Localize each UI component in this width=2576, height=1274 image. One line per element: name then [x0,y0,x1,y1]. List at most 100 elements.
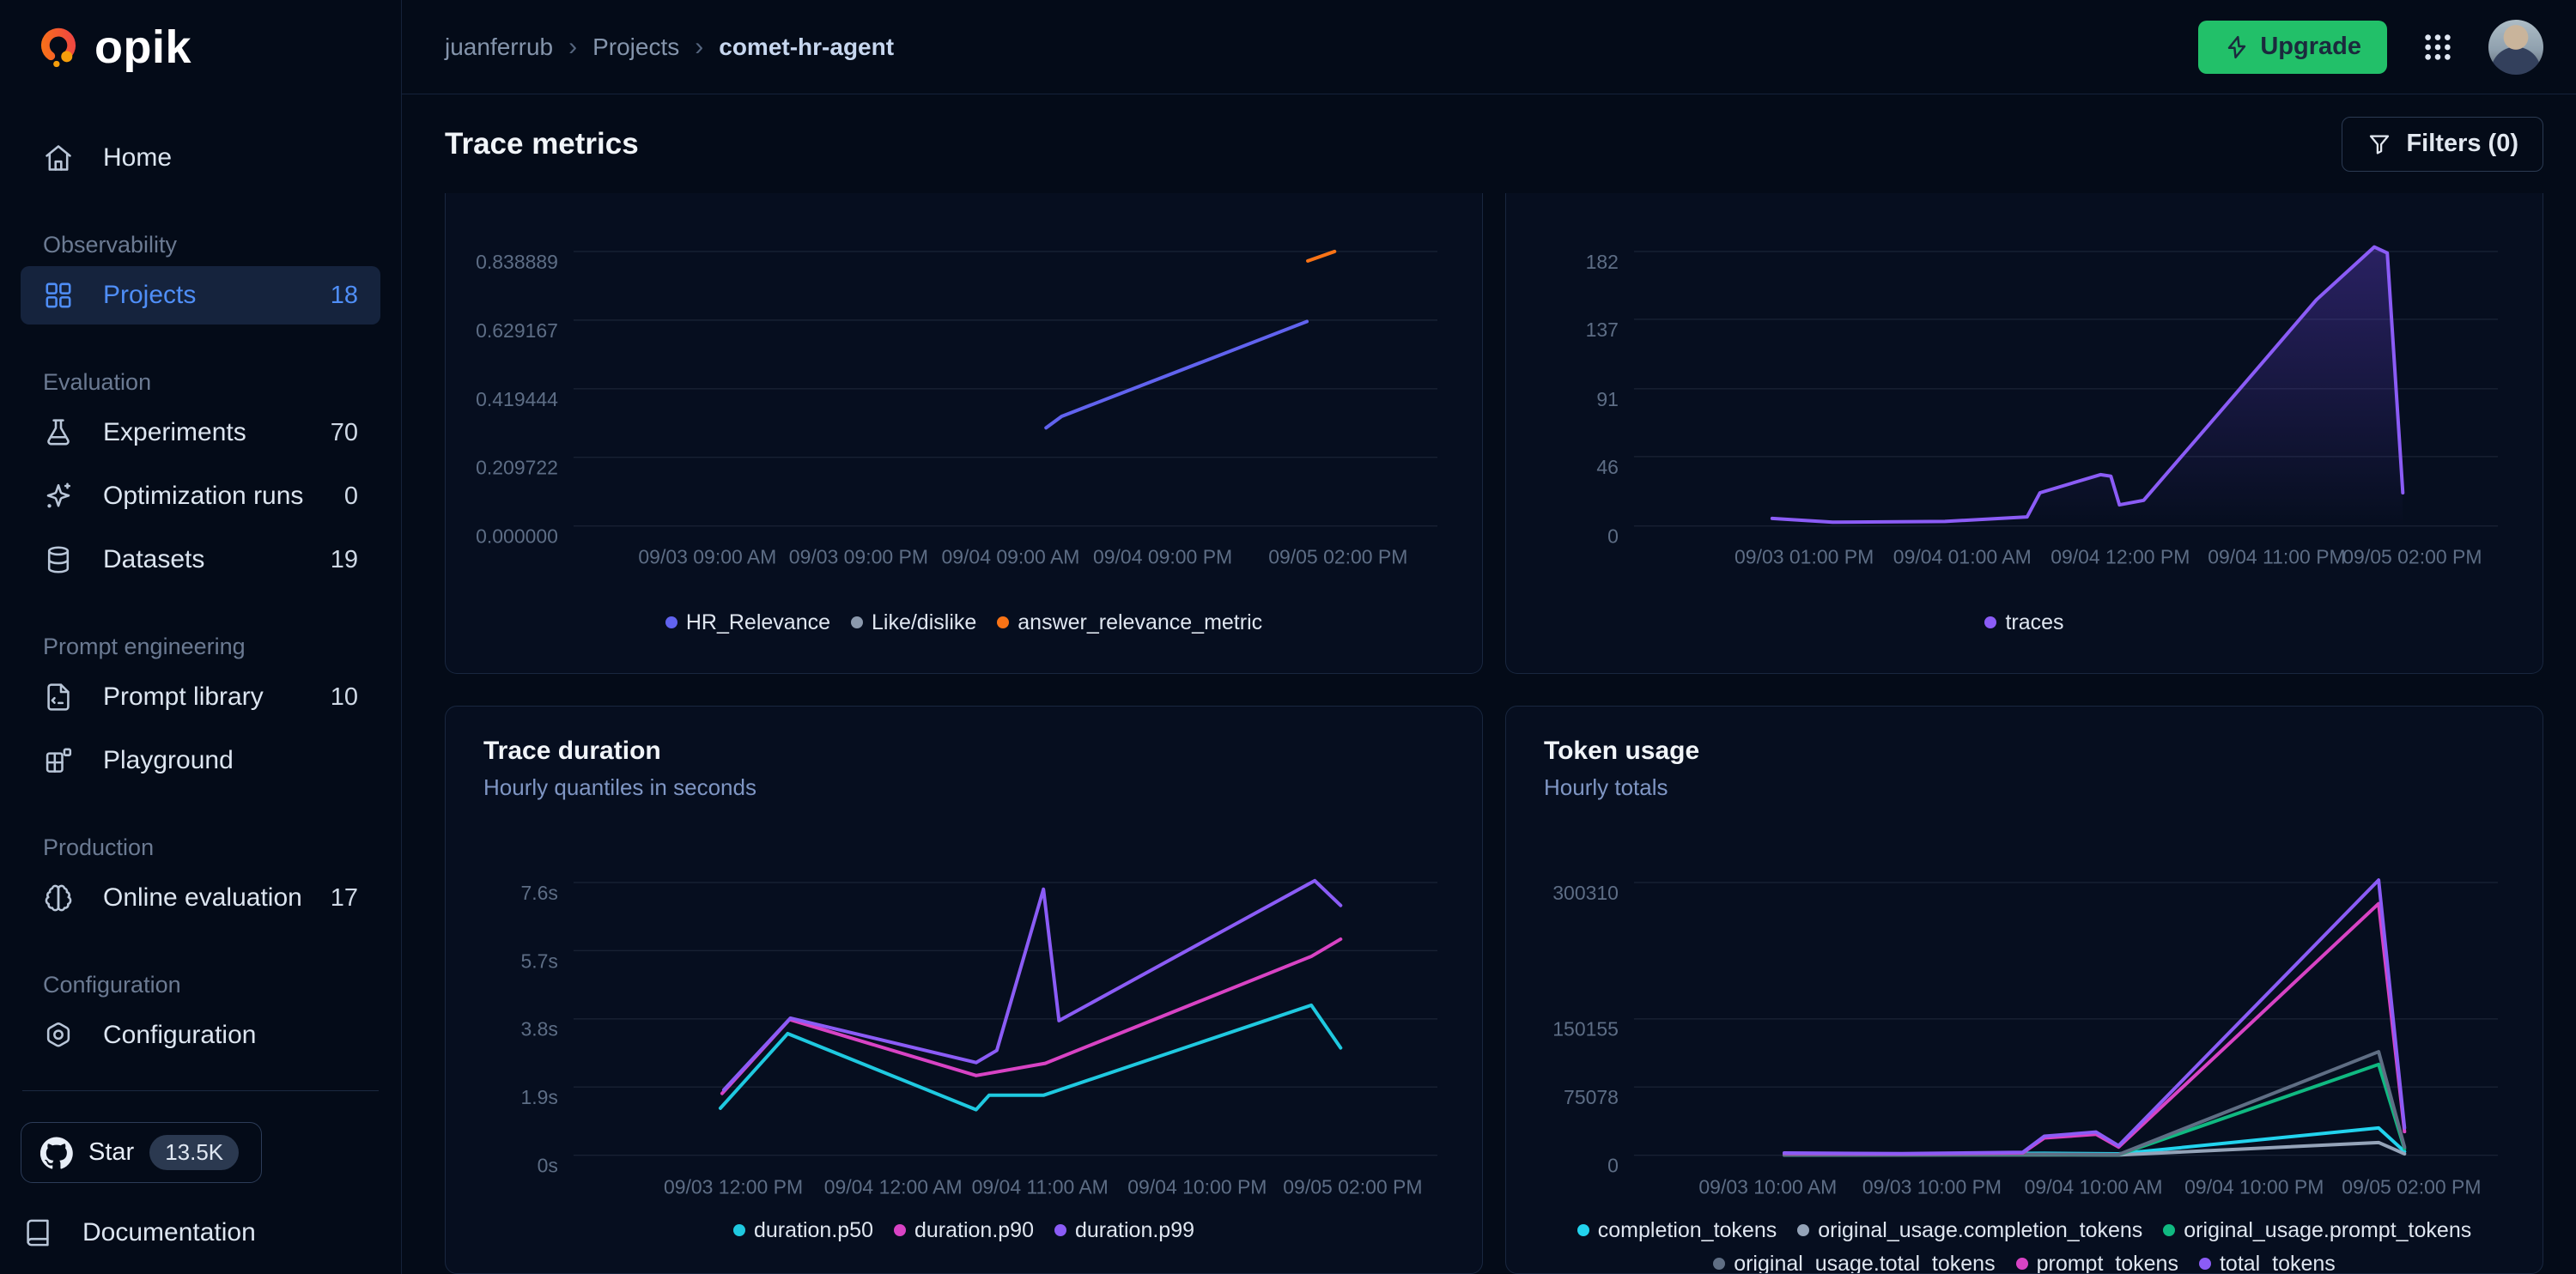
legend-dot-icon [851,616,863,629]
svg-text:09/04 10:00 PM: 09/04 10:00 PM [2184,1176,2324,1198]
breadcrumb-current-project: comet-hr-agent [719,33,895,60]
svg-text:0: 0 [1607,1155,1619,1177]
legend-label: duration.p90 [914,1217,1034,1242]
legend-dot-icon [1984,616,1997,629]
token-usage-chart-card: Token usage Hourly totals 300310 150155 7507… [1505,706,2543,1274]
sidebar-item-prompt-library[interactable]: Prompt library 10 [21,668,380,726]
sidebar-item-count: 0 [343,482,358,510]
svg-text:09/04 11:00 AM: 09/04 11:00 AM [972,1176,1109,1198]
svg-text:0s: 0s [538,1155,558,1177]
sidebar-item-label: Online evaluation [103,883,302,912]
sidebar-item-count: 70 [330,418,358,446]
legend-label: original_usage.total_tokens [1734,1251,1996,1274]
sidebar-item-experiments[interactable]: Experiments 70 [21,403,380,462]
upgrade-button[interactable]: Upgrade [2198,20,2387,74]
github-icon [40,1136,73,1169]
sidebar-item-label: Home [103,143,173,172]
svg-text:0.838889: 0.838889 [476,251,558,273]
sidebar-item-label: Prompt library [103,682,264,711]
svg-text:0: 0 [1607,525,1619,548]
legend-item[interactable]: duration.p50 [732,1217,873,1243]
svg-text:09/03 10:00 AM: 09/03 10:00 AM [1698,1176,1837,1198]
home-icon [43,143,74,173]
legend-item[interactable]: traces [1984,610,2064,635]
legend-item[interactable]: duration.p99 [1054,1218,1194,1243]
playground-icon [43,745,74,776]
chart-subtitle: Hourly totals [1544,774,1668,800]
legend-label: duration.p50 [753,1217,873,1242]
main-area: juanferrub › Projects › comet-hr-agent U… [402,0,2576,1274]
star-count-badge: 13.5K [149,1135,240,1170]
svg-text:09/05 02:00 PM: 09/05 02:00 PM [1283,1176,1422,1198]
legend-dot-icon [1797,1224,1810,1237]
sidebar-item-label: Projects [103,281,197,309]
legend-item[interactable]: HR_Relevance [665,610,830,635]
logo[interactable]: opik [0,0,401,94]
sidebar-item-home[interactable]: Home [21,129,380,187]
legend-item[interactable]: original_usage.prompt_tokens [2163,1218,2471,1243]
sidebar-item-count: 18 [330,281,358,309]
svg-text:137: 137 [1586,318,1619,341]
book-icon [22,1217,53,1248]
legend-label: HR_Relevance [685,610,830,634]
sidebar-item-optimization-runs[interactable]: Optimization runs 0 [21,467,380,525]
svg-text:09/04 12:00 PM: 09/04 12:00 PM [2050,546,2190,568]
filters-button[interactable]: Filters (0) [2342,116,2543,172]
user-avatar[interactable] [2488,19,2543,75]
svg-text:7.6s: 7.6s [521,882,558,904]
filters-label: Filters (0) [2406,130,2518,157]
sidebar-item-datasets[interactable]: Datasets 19 [21,531,380,589]
breadcrumb-projects[interactable]: Projects [592,33,680,60]
breadcrumb: juanferrub › Projects › comet-hr-agent [445,33,894,62]
topbar: juanferrub › Projects › comet-hr-agent U… [402,0,2576,94]
legend-dot-icon [1054,1224,1066,1237]
legend-label: original_usage.completion_tokens [1818,1217,2143,1242]
chart-subtitle: Hourly quantiles in seconds [483,774,756,800]
github-star-button[interactable]: Star 13.5K [21,1122,263,1183]
topbar-actions: Upgrade [2198,19,2543,75]
legend-item[interactable]: original_usage.completion_tokens [1797,1218,2142,1243]
legend-item[interactable]: Like/dislike [851,610,976,635]
svg-text:09/03 09:00 PM: 09/03 09:00 PM [789,546,928,568]
legend-item[interactable]: total_tokens [2198,1252,2336,1273]
legend-item[interactable]: duration.p90 [893,1217,1034,1243]
svg-text:0.419444: 0.419444 [476,388,558,410]
trace-duration-chart-card: Trace duration Hourly quantiles in second… [445,706,1483,1274]
svg-text:09/03 12:00 PM: 09/03 12:00 PM [664,1176,803,1198]
svg-text:09/05 02:00 PM: 09/05 02:00 PM [2342,546,2482,568]
svg-text:09/03 10:00 PM: 09/03 10:00 PM [1862,1176,2002,1198]
svg-text:46: 46 [1596,456,1619,478]
sidebar: opik Home Observability Projects 18 Evaluati… [0,0,402,1274]
legend-label: completion_tokens [1597,1217,1777,1242]
breadcrumb-workspace[interactable]: juanferrub [445,33,554,60]
svg-text:09/03 09:00 AM: 09/03 09:00 AM [638,546,776,568]
legend-item[interactable]: completion_tokens [1577,1218,1777,1243]
svg-text:09/04 01:00 AM: 09/04 01:00 AM [1893,546,2032,568]
sidebar-item-documentation[interactable]: Documentation [21,1217,380,1248]
legend-dot-icon [997,616,1010,629]
legend-item[interactable]: original_usage.total_tokens [1713,1251,1996,1274]
sidebar-item-count: 10 [330,682,358,711]
chart-canvas-traces: 182 137 91 46 0 09/03 01:00 PM 09/04 01:00 AM 0… [1586,245,2499,568]
legend-item[interactable]: answer_relevance_metric [997,610,1262,635]
svg-text:09/04 09:00 PM: 09/04 09:00 PM [1093,546,1232,568]
charts-grid: 0.838889 0.629167 0.419444 0.209722 0.000000… [402,193,2576,1274]
documentation-label: Documentation [82,1218,256,1247]
sidebar-item-projects[interactable]: Projects 18 [21,266,380,325]
legend-item[interactable]: prompt_tokens [2015,1252,2178,1273]
chart-canvas-feedback_scores: 0.838889 0.629167 0.419444 0.209722 0.000000… [476,249,1438,568]
apps-grid-icon[interactable] [2420,29,2456,65]
legend-dot-icon [893,1224,906,1237]
sidebar-item-configuration[interactable]: Configuration [21,1006,380,1065]
sidebar-item-online-evaluation[interactable]: Online evaluation 17 [21,869,380,927]
svg-text:1.9s: 1.9s [521,1086,558,1108]
sidebar-nav: Home Observability Projects 18 Evaluation Exp… [0,94,401,1070]
legend-dot-icon [732,1224,745,1237]
legend-label: Like/dislike [872,610,977,634]
sidebar-item-label: Experiments [103,418,246,446]
funnel-icon [2366,131,2392,157]
sidebar-divider [22,1090,379,1091]
svg-text:75078: 75078 [1564,1086,1619,1108]
sidebar-item-playground[interactable]: Playground [21,731,380,790]
